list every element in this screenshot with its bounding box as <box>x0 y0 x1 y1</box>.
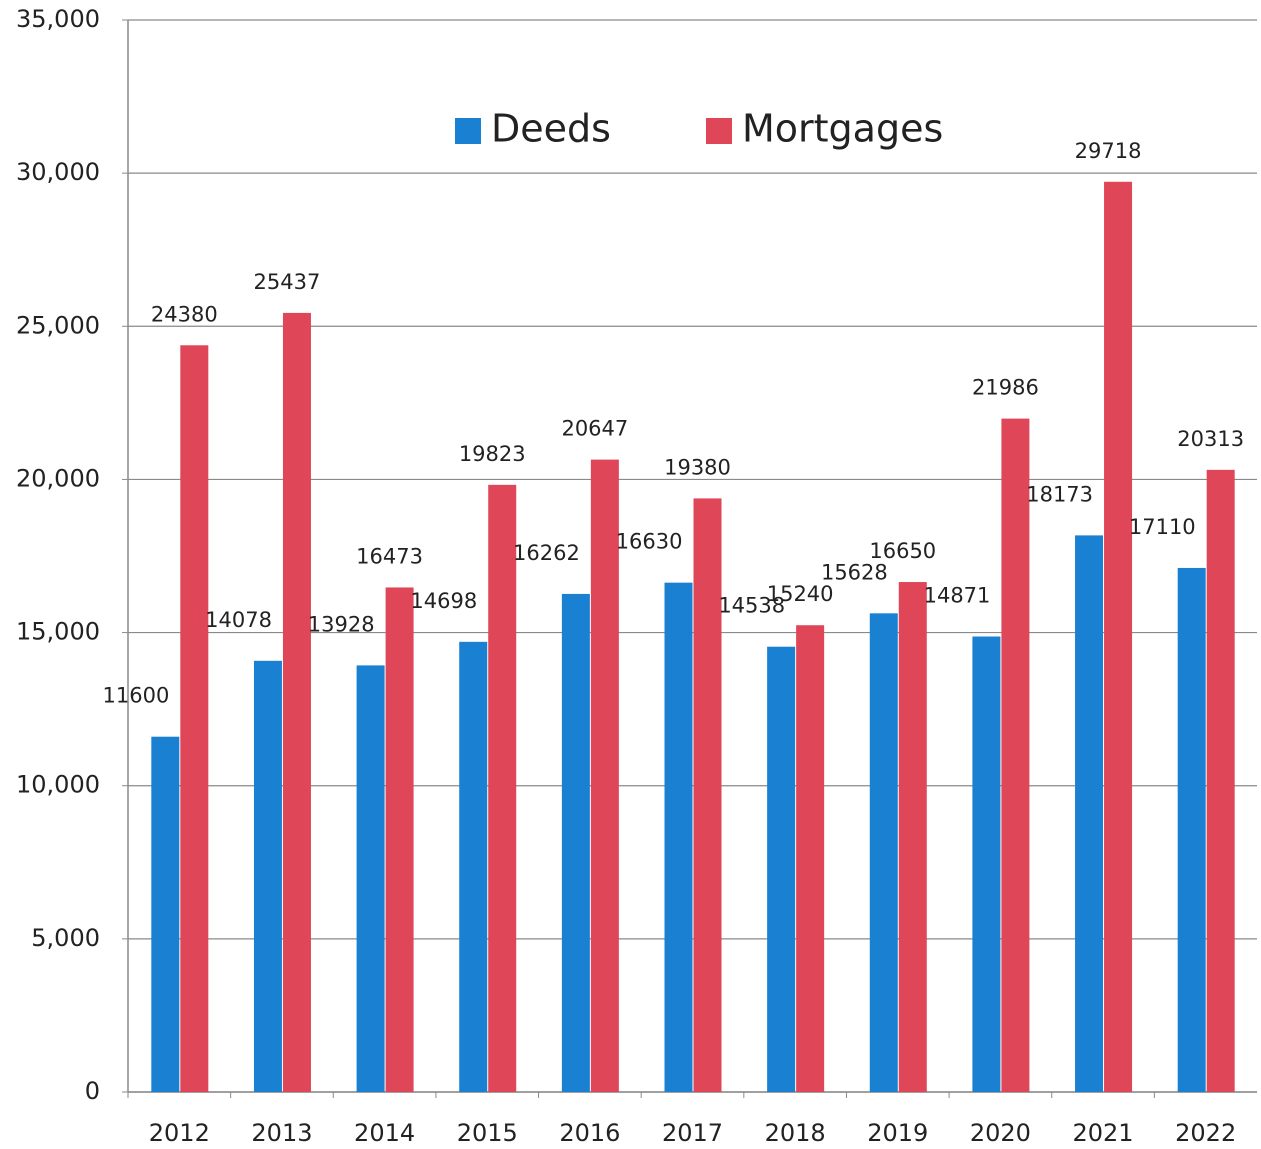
x-tick-label: 2013 <box>251 1119 312 1147</box>
value-label: 14078 <box>205 608 272 632</box>
x-tick-label: 2016 <box>559 1119 620 1147</box>
bar <box>459 641 488 1092</box>
value-label: 15240 <box>767 582 834 606</box>
y-tick-label: 0 <box>85 1077 100 1105</box>
x-tick-label: 2021 <box>1073 1119 1134 1147</box>
x-tick-label: 2018 <box>765 1119 826 1147</box>
y-tick-label: 30,000 <box>16 158 100 186</box>
bar <box>356 665 385 1092</box>
value-label: 14871 <box>924 584 991 608</box>
bar <box>869 613 898 1092</box>
y-tick-label: 25,000 <box>16 311 100 339</box>
x-tick-label: 2019 <box>867 1119 928 1147</box>
value-label: 13928 <box>308 612 375 636</box>
value-label: 14538 <box>718 594 785 618</box>
value-label: 29718 <box>1075 139 1142 163</box>
value-label: 16650 <box>869 539 936 563</box>
bar <box>561 593 590 1092</box>
bar <box>1001 418 1030 1092</box>
bar <box>282 312 311 1093</box>
value-label: 11600 <box>103 684 170 708</box>
bar <box>693 498 722 1092</box>
legend-label: Deeds <box>491 107 611 151</box>
bar <box>1104 181 1133 1092</box>
legend-swatch <box>455 118 481 144</box>
value-label: 16630 <box>616 530 683 554</box>
bar <box>767 646 796 1092</box>
bar <box>1206 469 1235 1093</box>
value-label: 24380 <box>151 302 218 326</box>
y-tick-label: 20,000 <box>16 464 100 492</box>
bar <box>972 636 1001 1092</box>
bar <box>151 736 180 1092</box>
legend-label: Mortgages <box>742 107 943 151</box>
value-label: 16473 <box>356 544 423 568</box>
x-tick-label: 2022 <box>1175 1119 1236 1147</box>
y-tick-label: 10,000 <box>16 771 100 799</box>
value-label: 25437 <box>254 270 321 294</box>
x-tick-label: 2020 <box>970 1119 1031 1147</box>
value-label: 19823 <box>459 442 526 466</box>
bar <box>1075 535 1104 1092</box>
y-tick-label: 35,000 <box>16 5 100 33</box>
legend-swatch <box>706 118 732 144</box>
x-tick-label: 2017 <box>662 1119 723 1147</box>
x-tick-label: 2012 <box>149 1119 210 1147</box>
bar <box>253 660 282 1092</box>
value-label: 19380 <box>664 455 731 479</box>
x-tick-label: 2015 <box>457 1119 518 1147</box>
value-label: 16262 <box>513 541 580 565</box>
y-tick-label: 15,000 <box>16 618 100 646</box>
value-label: 20313 <box>1177 427 1244 451</box>
bar <box>664 582 693 1092</box>
value-label: 20647 <box>561 417 628 441</box>
bar <box>488 484 517 1092</box>
value-label: 18173 <box>1026 482 1093 506</box>
bar <box>898 582 927 1092</box>
value-label: 15628 <box>821 560 888 584</box>
bar <box>1177 567 1206 1092</box>
x-tick-label: 2014 <box>354 1119 415 1147</box>
value-label: 21986 <box>972 376 1039 400</box>
value-label: 14698 <box>410 589 477 613</box>
bar <box>385 587 414 1092</box>
bar <box>180 345 209 1093</box>
y-tick-label: 5,000 <box>31 924 100 952</box>
bar <box>590 459 619 1092</box>
bar <box>796 625 825 1092</box>
value-label: 17110 <box>1129 515 1196 539</box>
